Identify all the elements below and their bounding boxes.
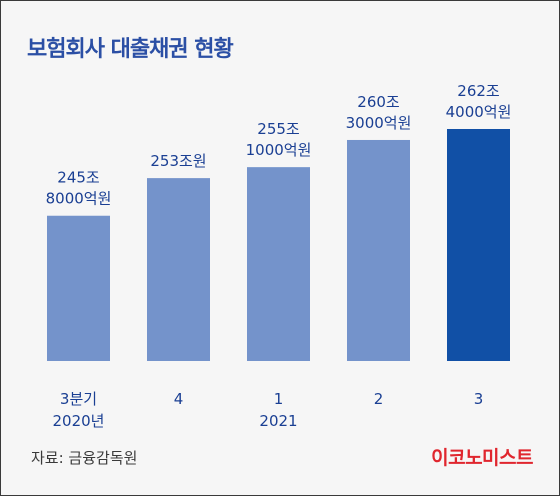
bar-1 <box>147 178 210 361</box>
category-label-1-0: 4 <box>174 390 184 408</box>
data-label-4-0: 262조 <box>457 82 500 100</box>
source-note: 자료: 금융감독원 <box>31 449 138 467</box>
data-label-3-0: 260조 <box>357 93 400 111</box>
category-label-0-1: 2020년 <box>53 412 105 430</box>
category-label-2-0: 1 <box>274 390 284 408</box>
category-label-3-0: 2 <box>374 390 384 408</box>
brand-logo: 이코노미스트 <box>431 447 533 469</box>
data-label-2-0: 255조 <box>257 120 300 138</box>
chart-title: 보험회사 대출채권 현황 <box>27 37 234 62</box>
category-label-2-1: 2021 <box>259 412 297 430</box>
data-label-4-1: 4000억원 <box>446 103 512 121</box>
data-label-1-0: 253조원 <box>150 152 206 170</box>
data-label-0-1: 8000억원 <box>46 190 112 208</box>
bar-2 <box>247 167 310 361</box>
category-label-0-0: 3분기 <box>60 390 97 408</box>
data-label-0-0: 245조 <box>57 169 100 187</box>
bar-4 <box>447 129 510 361</box>
bar-3 <box>347 139 410 361</box>
category-label-4-0: 3 <box>474 390 484 408</box>
data-label-2-1: 1000억원 <box>246 141 312 159</box>
bar-0 <box>47 215 110 361</box>
data-label-3-1: 3000억원 <box>346 114 412 132</box>
